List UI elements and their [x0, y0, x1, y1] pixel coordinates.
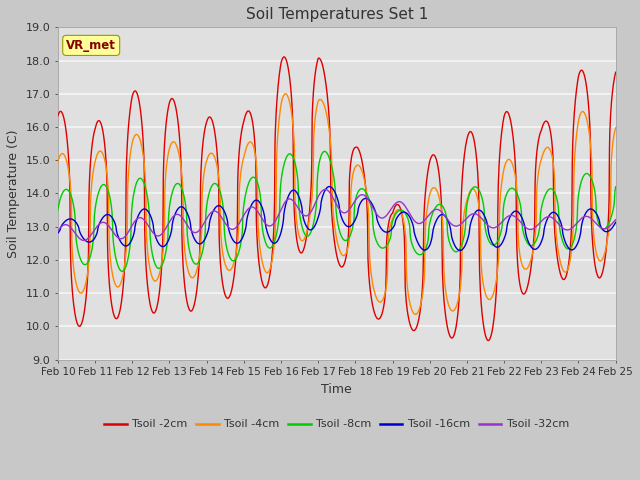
Y-axis label: Soil Temperature (C): Soil Temperature (C): [7, 129, 20, 258]
Text: VR_met: VR_met: [67, 39, 116, 52]
Legend: Tsoil -2cm, Tsoil -4cm, Tsoil -8cm, Tsoil -16cm, Tsoil -32cm: Tsoil -2cm, Tsoil -4cm, Tsoil -8cm, Tsoi…: [100, 415, 573, 434]
Title: Soil Temperatures Set 1: Soil Temperatures Set 1: [246, 7, 428, 22]
X-axis label: Time: Time: [321, 383, 352, 396]
